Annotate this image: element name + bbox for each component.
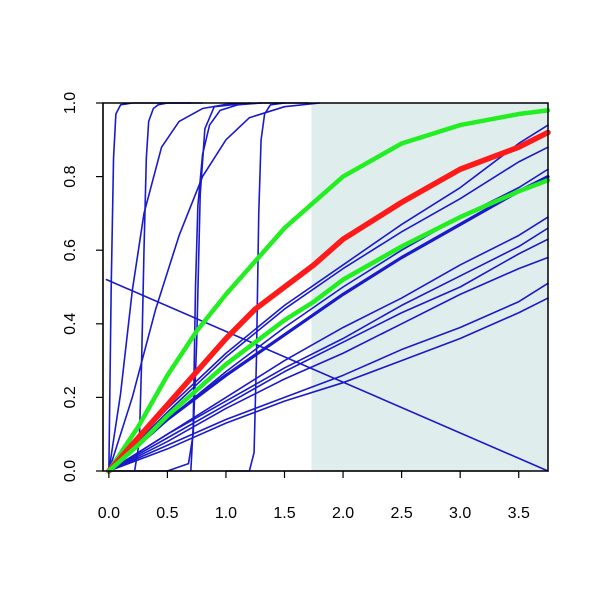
y-tick-label: 1.0 [62, 92, 79, 114]
series-line-3-blue [108, 102, 321, 472]
series-layer [105, 102, 551, 474]
y-tick-label: 0.0 [62, 460, 79, 482]
axes-layer: 0.0 0.5 1.0 1.5 2.0 2.5 3.0 3.5 0.0 0.2 0.4 0.6 0.8 1… [62, 92, 549, 522]
series-line-15-blue [108, 238, 549, 472]
series-line-9-blue [108, 124, 549, 472]
series-line-8-blue [105, 278, 549, 472]
series-line-14-blue [108, 227, 549, 472]
x-tick-label: 0.0 [98, 505, 120, 522]
series-line-19-green [106, 108, 551, 474]
series-line-7-blue [225, 102, 286, 472]
series-line-16-blue [108, 256, 549, 472]
series-line-17-blue [108, 282, 549, 472]
y-tick-label: 0.4 [62, 313, 79, 335]
shaded-region [311, 103, 548, 471]
y-tick-label: 0.6 [62, 239, 79, 261]
y-tick-label: 0.2 [62, 386, 79, 408]
x-tick-label: 3.0 [449, 505, 471, 522]
x-tick-label: 3.5 [508, 505, 530, 522]
series-line-10-blue [108, 146, 549, 472]
x-tick-label: 2.0 [332, 505, 354, 522]
x-tick-label: 1.5 [273, 505, 295, 522]
x-tick-label: 1.0 [215, 505, 237, 522]
series-line-21-green [106, 178, 551, 474]
series-line-4-blue [133, 102, 192, 472]
x-tick-label: 0.5 [156, 505, 178, 522]
x-tick-label: 2.5 [390, 505, 412, 522]
y-tick-label: 0.8 [62, 165, 79, 187]
series-line-18-blue [108, 297, 549, 472]
series-line-6-blue [190, 102, 262, 472]
series-line-20-red [106, 129, 551, 474]
series-line-13-blue [108, 216, 549, 472]
